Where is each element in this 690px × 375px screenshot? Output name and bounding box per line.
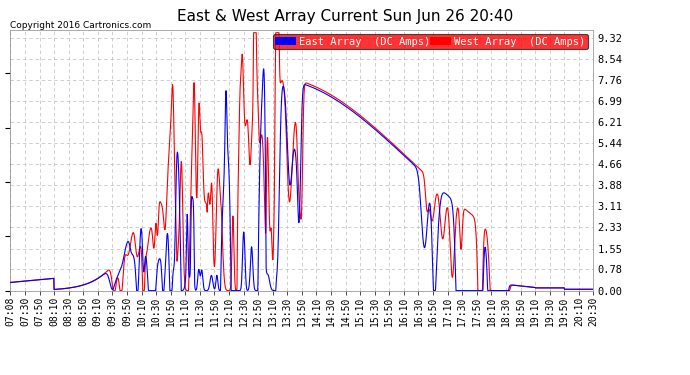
Text: Copyright 2016 Cartronics.com: Copyright 2016 Cartronics.com <box>10 21 152 30</box>
Legend: East Array  (DC Amps), West Array  (DC Amps): East Array (DC Amps), West Array (DC Amp… <box>273 34 588 49</box>
Text: East & West Array Current Sun Jun 26 20:40: East & West Array Current Sun Jun 26 20:… <box>177 9 513 24</box>
